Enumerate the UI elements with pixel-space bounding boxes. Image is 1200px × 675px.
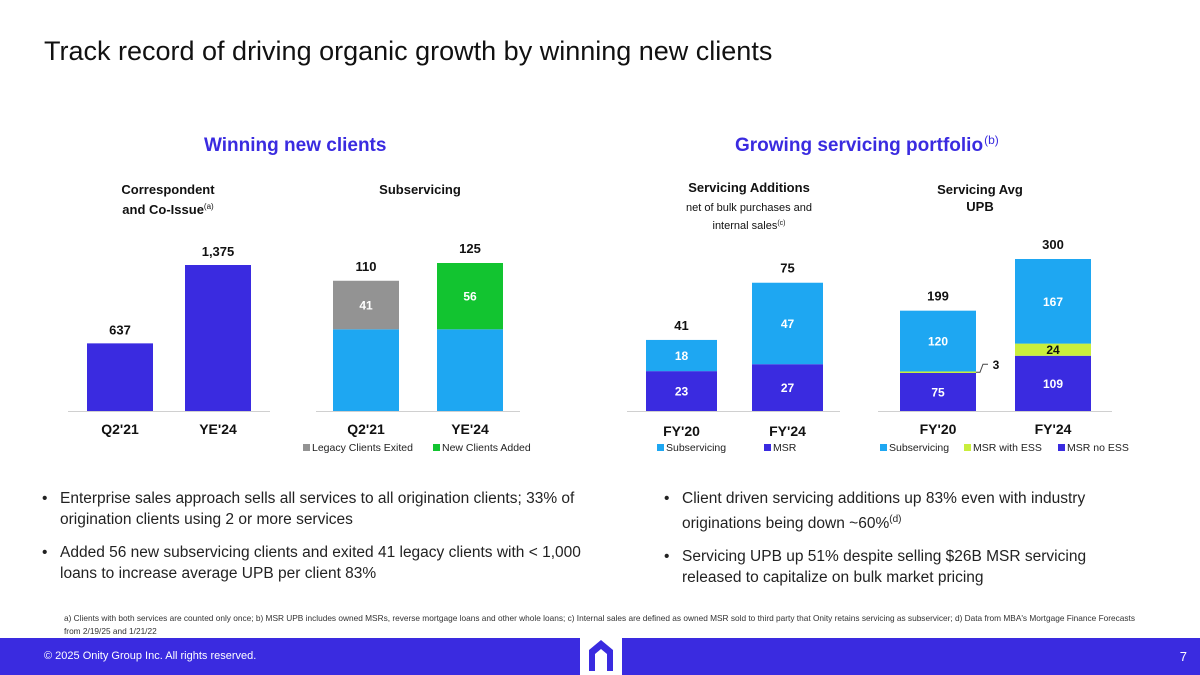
correspondent-category-label-1: YE'24 bbox=[199, 421, 237, 437]
right-bullet-1: Client driven servicing additions up 83%… bbox=[664, 488, 1124, 534]
avg_upb-legend-label-2: MSR no ESS bbox=[1067, 442, 1129, 454]
page-number: 7 bbox=[1179, 649, 1187, 664]
subservicing-legend-label-1: New Clients Added bbox=[442, 442, 531, 454]
additions-legend-swatch-0 bbox=[657, 444, 664, 451]
servicing-avg-label-line2: UPB bbox=[966, 199, 994, 214]
avg_upb-category-label-0: FY'20 bbox=[920, 421, 957, 437]
additions-bar-1-seg-0 bbox=[752, 364, 823, 411]
correspondent-label-line2: and Co-Issue(a) bbox=[98, 198, 238, 218]
avg_upb-legend-label-0: Subservicing bbox=[889, 442, 949, 454]
additions-bar-0-seg-0 bbox=[646, 371, 717, 411]
right-section-title-text: Growing servicing portfolio bbox=[735, 135, 984, 156]
subservicing-legend-swatch-1 bbox=[433, 444, 440, 451]
additions-seg-label-0-0: 23 bbox=[675, 385, 689, 399]
subservicing-seg-label-0-1: 41 bbox=[359, 299, 373, 313]
onity-logo-icon bbox=[589, 640, 613, 671]
servicing-additions-note-line2-text: internal sales bbox=[712, 220, 778, 232]
left-bullet-2: Added 56 new subservicing clients and ex… bbox=[42, 542, 582, 584]
right-section-title: Growing servicing portfolio(b) bbox=[735, 133, 999, 157]
correspondent-label-line2-text: and Co-Issue bbox=[122, 202, 204, 217]
correspondent-value-label-0: 637 bbox=[109, 322, 131, 337]
subservicing-bar-0-seg-0 bbox=[333, 329, 399, 411]
subservicing-total-label-0: 110 bbox=[356, 259, 377, 274]
left-bullet-1: Enterprise sales approach sells all serv… bbox=[42, 488, 582, 530]
avg_upb-total-label-0: 199 bbox=[927, 289, 949, 304]
additions-legend-swatch-1 bbox=[764, 444, 771, 451]
avg_upb-seg-label-1-0: 109 bbox=[1043, 377, 1063, 391]
avg_upb-callout-label: 3 bbox=[993, 358, 1000, 372]
subservicing-bar-0-seg-1 bbox=[333, 280, 399, 330]
page-title: Track record of driving organic growth b… bbox=[44, 36, 773, 66]
servicing-additions-note-line1: net of bulk purchases and bbox=[686, 202, 812, 214]
servicing-avg-label-line1: Servicing Avg bbox=[937, 182, 1023, 197]
servicing-additions-note: net of bulk purchases and internal sales… bbox=[664, 201, 834, 234]
avg_upb-total-label-1: 300 bbox=[1042, 237, 1064, 252]
avg_upb-bar-1-seg-0 bbox=[1015, 355, 1091, 411]
correspondent-bar-1 bbox=[185, 265, 251, 411]
additions-seg-label-0-1: 18 bbox=[675, 349, 689, 363]
right-bullets: Client driven servicing additions up 83%… bbox=[664, 488, 1124, 600]
servicing-additions-note-line2: internal sales(c) bbox=[664, 216, 834, 234]
avg_upb-legend-swatch-2 bbox=[1058, 444, 1065, 451]
avg_upb-legend-swatch-1 bbox=[964, 444, 971, 451]
avg_upb-seg-label-0-0: 75 bbox=[931, 386, 945, 400]
left-bullets: Enterprise sales approach sells all serv… bbox=[42, 488, 582, 596]
subservicing-category-label-1: YE'24 bbox=[451, 421, 489, 437]
additions-legend-label-1: MSR bbox=[773, 442, 797, 454]
avg_upb-bar-0-seg-2 bbox=[900, 310, 976, 372]
subservicing-legend-swatch-0 bbox=[303, 444, 310, 451]
avg_upb-seg-label-1-2: 167 bbox=[1043, 295, 1063, 309]
footnote: a) Clients with both services are counte… bbox=[64, 613, 1135, 636]
additions-seg-label-1-1: 47 bbox=[781, 317, 795, 331]
right-bullet-2: Servicing UPB up 51% despite selling $26… bbox=[664, 546, 1124, 588]
subservicing-legend-label-0: Legacy Clients Exited bbox=[312, 442, 413, 454]
subservicing-total-label-1: 125 bbox=[459, 241, 481, 256]
avg_upb-bar-1-seg-1 bbox=[1015, 343, 1091, 356]
additions-seg-label-1-0: 27 bbox=[781, 381, 795, 395]
avg_upb-callout-line bbox=[976, 363, 988, 373]
right-bullet-1-text: Client driven servicing additions up 83%… bbox=[682, 490, 1086, 532]
correspondent-label: Correspondent and Co-Issue(a) bbox=[98, 181, 238, 218]
avg_upb-bar-0-seg-1 bbox=[900, 371, 976, 373]
avg_upb-seg-label-0-2: 120 bbox=[928, 335, 948, 349]
subservicing-seg-label-1-2: 56 bbox=[463, 290, 477, 304]
additions-bar-1-seg-1 bbox=[752, 282, 823, 365]
additions-bar-0-seg-1 bbox=[646, 339, 717, 372]
subservicing-label: Subservicing bbox=[379, 182, 461, 197]
subservicing-category-label-0: Q2'21 bbox=[347, 421, 385, 437]
additions-total-label-1: 75 bbox=[780, 261, 794, 276]
avg_upb-category-label-1: FY'24 bbox=[1035, 421, 1072, 437]
correspondent-value-label-1: 1,375 bbox=[202, 244, 235, 259]
additions-legend-label-0: Subservicing bbox=[666, 442, 726, 454]
servicing-avg-label: Servicing Avg UPB bbox=[910, 181, 1050, 215]
correspondent-category-label-0: Q2'21 bbox=[101, 421, 139, 437]
left-section-title: Winning new clients bbox=[204, 135, 387, 156]
avg_upb-bar-1-seg-2 bbox=[1015, 259, 1091, 344]
additions-category-label-0: FY'20 bbox=[663, 423, 700, 439]
subservicing-bar-1-seg-2 bbox=[437, 263, 503, 330]
avg_upb-legend-swatch-0 bbox=[880, 444, 887, 451]
avg_upb-legend-label-1: MSR with ESS bbox=[973, 442, 1042, 454]
avg_upb-seg-label-1-1: 24 bbox=[1046, 343, 1060, 357]
additions-category-label-1: FY'24 bbox=[769, 423, 806, 439]
avg_upb-bar-0-seg-0 bbox=[900, 373, 976, 411]
additions-total-label-0: 41 bbox=[674, 318, 688, 333]
correspondent-label-sup: (a) bbox=[203, 202, 214, 211]
servicing-additions-note-sup: (c) bbox=[777, 220, 786, 227]
servicing-additions-label: Servicing Additions bbox=[688, 180, 810, 195]
onity-logo-backdrop bbox=[580, 630, 622, 675]
right-bullet-2-text: Servicing UPB up 51% despite selling $26… bbox=[682, 548, 1087, 586]
correspondent-bar-0 bbox=[87, 343, 153, 411]
subservicing-bar-1-seg-0 bbox=[437, 329, 503, 411]
right-bullet-1-sup: (d) bbox=[889, 514, 902, 525]
footer-copyright: © 2025 Onity Group Inc. All rights reser… bbox=[44, 650, 257, 662]
right-section-title-sup: (b) bbox=[984, 133, 999, 147]
correspondent-label-line1: Correspondent bbox=[121, 182, 215, 197]
